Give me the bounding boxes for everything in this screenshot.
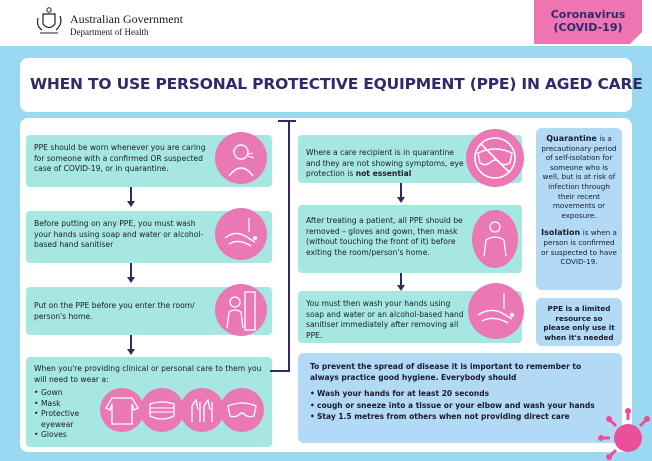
- government-name: Australian Government: [70, 12, 183, 26]
- flow-connector: [290, 120, 296, 122]
- header-bar: Australian Government Department of Heal…: [0, 0, 652, 46]
- isolation-text: is when a person is confirmed or suspect…: [541, 228, 617, 267]
- list-item: Stay 1.5 metres from others when not pro…: [310, 412, 610, 423]
- step-1-text: PPE should be worn whenever you are cari…: [34, 143, 206, 173]
- badge-line-2: (COVID-19): [553, 21, 623, 34]
- hygiene-box: To prevent the spread of disease it is i…: [298, 353, 622, 443]
- virus-icon: [598, 408, 650, 460]
- flow-arrowhead: [127, 277, 135, 283]
- hygiene-intro: To prevent the spread of disease it is i…: [310, 362, 582, 382]
- step-4-emphasis: not essential: [355, 169, 412, 178]
- title-panel: WHEN TO USE PERSONAL PROTECTIVE EQUIPMEN…: [20, 58, 643, 112]
- page-title: WHEN TO USE PERSONAL PROTECTIVE EQUIPMEN…: [30, 75, 643, 93]
- covid-badge: Coronavirus (COVID-19): [534, 0, 642, 44]
- hygiene-list: Wash your hands for at least 20 seconds …: [310, 389, 610, 423]
- flow-arrowhead: [127, 349, 135, 355]
- badge-line-1: Coronavirus: [550, 8, 626, 21]
- handwash-icon: [468, 283, 524, 339]
- person-at-door-icon: [215, 284, 267, 336]
- quarantine-definition: Quarantine is a precautionary period of …: [541, 134, 617, 220]
- goggles-icon: [220, 388, 264, 432]
- isolation-term: Isolation: [541, 228, 581, 238]
- flow-arrowhead: [127, 201, 135, 207]
- mask-icon: [140, 388, 184, 432]
- ppe-intro-text: When you're providing clinical or person…: [34, 364, 262, 384]
- gloves-icon: [180, 388, 224, 432]
- flow-arrow-line: [130, 335, 132, 351]
- flow-arrowhead: [397, 197, 405, 203]
- person-coughing-icon: [215, 132, 267, 184]
- content-panel: PPE should be worn whenever you are cari…: [20, 118, 632, 452]
- flow-arrow-line: [130, 187, 132, 203]
- quarantine-term: Quarantine: [546, 134, 597, 143]
- list-item: Mask: [34, 399, 264, 410]
- gown-icon: [100, 388, 144, 432]
- flow-arrow-line: [400, 273, 402, 287]
- step-6-text: You must then wash your hands using soap…: [306, 299, 464, 340]
- isolation-definition: Isolation is when a person is confirmed …: [541, 228, 617, 266]
- limited-resource-box: PPE is a limited resource so please only…: [536, 298, 622, 346]
- person-removing-ppe-icon: [472, 210, 518, 268]
- step-4-text: Where a care recipient is in quarantine …: [306, 143, 464, 180]
- flow-arrow-line: [130, 263, 132, 279]
- page-curl: [630, 32, 642, 44]
- flow-connector: [270, 370, 280, 372]
- flow-arrow-line: [400, 183, 402, 199]
- quarantine-text: is a precautionary period of self-isolat…: [541, 134, 617, 220]
- flow-arrowhead: [397, 285, 405, 291]
- no-goggles-icon: [466, 129, 524, 187]
- limited-resource-text: PPE is a limited resource so please only…: [543, 304, 615, 342]
- coat-of-arms-icon: [36, 7, 62, 34]
- list-item: Gown: [34, 388, 264, 399]
- step-5-text: After treating a patient, all PPE should…: [306, 216, 463, 257]
- step-2-text: Before putting on any PPE, you must wash…: [34, 219, 204, 249]
- step-4-text-a: Where a care recipient is in quarantine …: [306, 148, 464, 178]
- quarantine-info-box: Quarantine is a precautionary period of …: [536, 128, 622, 290]
- flow-connector: [278, 120, 290, 372]
- ppe-items-list: Gown Mask Protective eyewear Gloves: [34, 388, 264, 441]
- list-item: Wash your hands for at least 20 seconds: [310, 389, 610, 400]
- list-item: Protective eyewear: [34, 409, 80, 430]
- step-3-text: Put on the PPE before you enter the room…: [34, 301, 195, 321]
- list-item: Gloves: [34, 430, 264, 441]
- handwash-icon: [215, 208, 267, 260]
- department-name: Department of Health: [70, 27, 149, 37]
- list-item: cough or sneeze into a tissue or your el…: [310, 401, 610, 412]
